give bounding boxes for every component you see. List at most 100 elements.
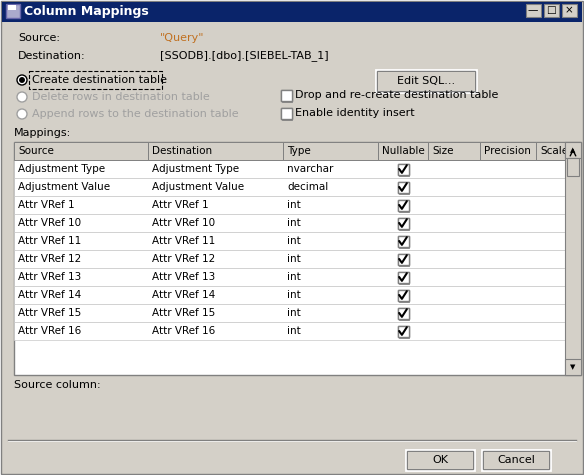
Bar bbox=[14, 214, 565, 232]
Text: Adjustment Value: Adjustment Value bbox=[152, 182, 244, 192]
Circle shape bbox=[17, 92, 27, 102]
Bar bbox=[398, 254, 408, 265]
Text: —: — bbox=[528, 5, 538, 15]
Bar bbox=[406, 450, 474, 470]
Circle shape bbox=[17, 75, 27, 85]
Text: Attr VRef 14: Attr VRef 14 bbox=[152, 290, 215, 300]
Bar bbox=[398, 181, 408, 192]
Bar bbox=[280, 107, 291, 118]
Text: Column Mappings: Column Mappings bbox=[24, 6, 149, 19]
Bar bbox=[14, 196, 565, 214]
Bar bbox=[14, 268, 565, 286]
Bar bbox=[398, 325, 408, 336]
Bar bbox=[281, 91, 291, 102]
Text: Scale: Scale bbox=[540, 146, 568, 156]
Bar bbox=[562, 4, 577, 17]
Bar bbox=[398, 307, 408, 319]
Bar bbox=[482, 450, 550, 470]
Text: Adjustment Type: Adjustment Type bbox=[18, 164, 105, 174]
Bar bbox=[398, 272, 408, 283]
Text: Attr VRef 14: Attr VRef 14 bbox=[18, 290, 81, 300]
Text: Attr VRef 1: Attr VRef 1 bbox=[152, 200, 208, 210]
Bar bbox=[283, 142, 378, 160]
Text: Type: Type bbox=[287, 146, 311, 156]
Bar bbox=[281, 108, 291, 120]
Bar bbox=[280, 89, 291, 101]
Bar bbox=[398, 163, 408, 174]
Text: Attr VRef 15: Attr VRef 15 bbox=[152, 308, 215, 318]
Text: Enable identity insert: Enable identity insert bbox=[295, 108, 415, 118]
Text: int: int bbox=[287, 326, 301, 336]
Bar bbox=[398, 236, 408, 247]
Bar bbox=[398, 291, 408, 302]
Bar bbox=[148, 142, 283, 160]
Text: Drop and re-create destination table: Drop and re-create destination table bbox=[295, 90, 498, 100]
Bar bbox=[14, 304, 565, 322]
Bar bbox=[398, 164, 408, 175]
Bar bbox=[398, 289, 408, 301]
Bar bbox=[484, 452, 549, 469]
Text: Cancel: Cancel bbox=[497, 455, 535, 465]
Text: int: int bbox=[287, 308, 301, 318]
Circle shape bbox=[20, 78, 25, 82]
Bar bbox=[398, 200, 408, 210]
Text: Attr VRef 15: Attr VRef 15 bbox=[18, 308, 81, 318]
Bar bbox=[480, 142, 536, 160]
Text: Attr VRef 11: Attr VRef 11 bbox=[18, 236, 81, 246]
Bar bbox=[565, 142, 581, 375]
Text: Adjustment Type: Adjustment Type bbox=[152, 164, 239, 174]
Bar bbox=[377, 71, 475, 91]
Bar bbox=[398, 325, 408, 335]
Bar bbox=[14, 142, 565, 160]
Text: ▲: ▲ bbox=[571, 147, 576, 153]
Text: ×: × bbox=[565, 5, 573, 15]
Text: Destination:: Destination: bbox=[18, 51, 86, 61]
Text: Edit SQL...: Edit SQL... bbox=[397, 76, 455, 86]
Bar bbox=[398, 218, 408, 228]
Bar bbox=[398, 236, 408, 246]
Bar bbox=[398, 237, 408, 247]
Text: Create destination table: Create destination table bbox=[32, 75, 167, 85]
Bar bbox=[376, 70, 476, 92]
Bar bbox=[407, 451, 473, 469]
Bar bbox=[565, 142, 581, 158]
Bar bbox=[526, 4, 541, 17]
Bar bbox=[378, 72, 475, 91]
Text: int: int bbox=[287, 290, 301, 300]
Text: Mappings:: Mappings: bbox=[14, 128, 71, 138]
Text: Attr VRef 13: Attr VRef 13 bbox=[152, 272, 215, 282]
Bar bbox=[398, 218, 408, 228]
Text: □: □ bbox=[546, 5, 556, 15]
Text: Precision: Precision bbox=[484, 146, 531, 156]
Text: Source: Source bbox=[18, 146, 54, 156]
Text: Attr VRef 10: Attr VRef 10 bbox=[152, 218, 215, 228]
Bar bbox=[14, 250, 565, 268]
Text: Destination: Destination bbox=[152, 146, 212, 156]
Bar bbox=[428, 142, 480, 160]
Bar bbox=[280, 107, 290, 117]
Text: Append rows to the destination table: Append rows to the destination table bbox=[32, 109, 239, 119]
Bar bbox=[398, 289, 408, 300]
Bar bbox=[398, 307, 408, 317]
Text: int: int bbox=[287, 236, 301, 246]
Text: int: int bbox=[287, 200, 301, 210]
Text: int: int bbox=[287, 272, 301, 282]
Bar bbox=[398, 326, 408, 338]
Bar bbox=[398, 254, 408, 265]
Text: Attr VRef 10: Attr VRef 10 bbox=[18, 218, 81, 228]
Text: Source column:: Source column: bbox=[14, 380, 100, 390]
Bar bbox=[483, 451, 549, 469]
Text: Adjustment Value: Adjustment Value bbox=[18, 182, 110, 192]
Bar bbox=[398, 200, 408, 209]
Bar bbox=[280, 107, 291, 118]
Text: Attr VRef 11: Attr VRef 11 bbox=[152, 236, 215, 246]
Bar bbox=[398, 273, 408, 284]
Bar bbox=[398, 236, 408, 247]
Bar bbox=[398, 272, 408, 282]
Bar bbox=[398, 272, 408, 283]
Bar bbox=[398, 218, 408, 229]
Bar bbox=[398, 289, 408, 301]
Bar bbox=[2, 2, 582, 22]
Bar bbox=[398, 163, 408, 173]
Text: int: int bbox=[287, 254, 301, 264]
